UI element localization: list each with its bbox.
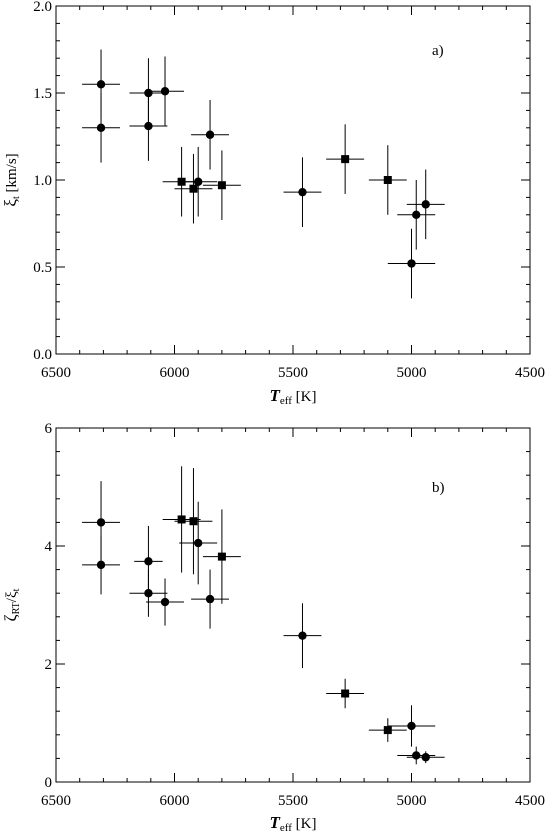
circle-marker bbox=[407, 721, 416, 731]
data-point-square bbox=[202, 150, 241, 221]
circle-marker bbox=[160, 597, 170, 607]
square-marker bbox=[189, 517, 198, 526]
y-tick-label: 2.0 bbox=[33, 0, 52, 15]
circle-marker bbox=[144, 589, 153, 598]
x-tick-label: 4500 bbox=[515, 793, 545, 809]
panel-label: b) bbox=[432, 480, 445, 496]
data-point-circle bbox=[283, 157, 322, 227]
y-tick-label: 0.5 bbox=[33, 260, 52, 276]
y-tick-label: 1.5 bbox=[33, 86, 52, 102]
panel-b: 6500 6000 5500 5000 4500 0 2 4 6 b) Teff [K] ζRT/ξt bbox=[1, 421, 545, 832]
data-point-square bbox=[368, 145, 407, 215]
data-point-circle bbox=[283, 603, 322, 669]
x-tick-label: 6000 bbox=[160, 365, 190, 381]
x-tick-label: 5000 bbox=[397, 793, 427, 809]
y-tick-label: 4 bbox=[45, 539, 53, 555]
data-point-square bbox=[326, 124, 365, 194]
data-point-circle bbox=[406, 169, 445, 240]
circle-marker bbox=[298, 187, 307, 197]
data-point-circle bbox=[191, 99, 230, 170]
circle-marker bbox=[412, 210, 421, 219]
data-point-circle bbox=[129, 91, 168, 161]
square-marker bbox=[217, 181, 226, 190]
circle-marker bbox=[96, 123, 106, 132]
square-marker bbox=[383, 726, 392, 735]
square-marker bbox=[189, 184, 198, 193]
circle-marker bbox=[407, 259, 416, 268]
circle-marker bbox=[96, 560, 106, 570]
circle-marker bbox=[298, 631, 307, 640]
square-marker bbox=[177, 515, 186, 524]
data-point-circle bbox=[387, 705, 436, 747]
circle-marker bbox=[144, 121, 153, 131]
y-axis-title: ζRT/ξt bbox=[1, 588, 22, 621]
circle-marker bbox=[421, 200, 430, 209]
square-marker bbox=[341, 689, 350, 698]
data-point-circle bbox=[82, 535, 120, 595]
data-point-circle bbox=[387, 228, 436, 299]
square-marker bbox=[341, 155, 350, 164]
x-tick-label: 5500 bbox=[278, 365, 308, 381]
y-tick-label: 2 bbox=[45, 657, 53, 673]
y-tick-label: 1.0 bbox=[33, 173, 52, 189]
circle-marker bbox=[194, 538, 203, 548]
circle-marker bbox=[144, 557, 153, 566]
panel-a: 6500 6000 5500 5000 4500 0.0 0.5 1.0 1.5 2.0 a) Tef… bbox=[1, 0, 545, 407]
circle-marker bbox=[160, 87, 170, 96]
square-marker bbox=[177, 177, 186, 186]
x-tick-label: 4500 bbox=[515, 365, 545, 381]
data-point-circle bbox=[406, 751, 445, 764]
y-tick-label: 0 bbox=[45, 775, 53, 791]
data-point-circle bbox=[179, 501, 218, 585]
x-axis-title: Teff [K] bbox=[270, 813, 317, 832]
circle-marker bbox=[96, 518, 106, 527]
data-point-circle bbox=[146, 56, 184, 127]
circle-marker bbox=[96, 80, 106, 89]
y-tick-label: 6 bbox=[45, 421, 53, 437]
x-tick-label: 6500 bbox=[41, 365, 71, 381]
square-marker bbox=[383, 176, 392, 184]
panel-label: a) bbox=[432, 43, 444, 59]
x-tick-label: 6500 bbox=[41, 793, 71, 809]
data-point-square bbox=[202, 509, 241, 604]
y-axis-title: ξt [km/s] bbox=[1, 153, 22, 206]
x-tick-label: 5500 bbox=[278, 793, 308, 809]
data-point-square bbox=[368, 718, 407, 742]
data-point-square bbox=[174, 468, 213, 575]
data-point-circle bbox=[146, 578, 184, 626]
plot-frame bbox=[55, 427, 531, 783]
square-marker bbox=[217, 552, 226, 561]
data-point-circle bbox=[397, 180, 436, 250]
data-point-square bbox=[326, 678, 365, 709]
x-tick-label: 5000 bbox=[397, 365, 427, 381]
circle-marker bbox=[205, 130, 215, 139]
data-point-circle bbox=[191, 569, 230, 629]
data-point-square bbox=[174, 153, 213, 224]
circle-marker bbox=[421, 753, 430, 762]
circle-marker bbox=[412, 751, 421, 760]
y-tick-label: 0.0 bbox=[33, 347, 52, 363]
plot-frame bbox=[55, 5, 531, 355]
x-tick-label: 6000 bbox=[160, 793, 190, 809]
circle-marker bbox=[205, 594, 215, 604]
data-point-square bbox=[162, 146, 201, 217]
x-axis-title: Teff [K] bbox=[270, 386, 317, 407]
data-point-circle bbox=[82, 93, 120, 163]
data-point-circle bbox=[129, 569, 168, 617]
